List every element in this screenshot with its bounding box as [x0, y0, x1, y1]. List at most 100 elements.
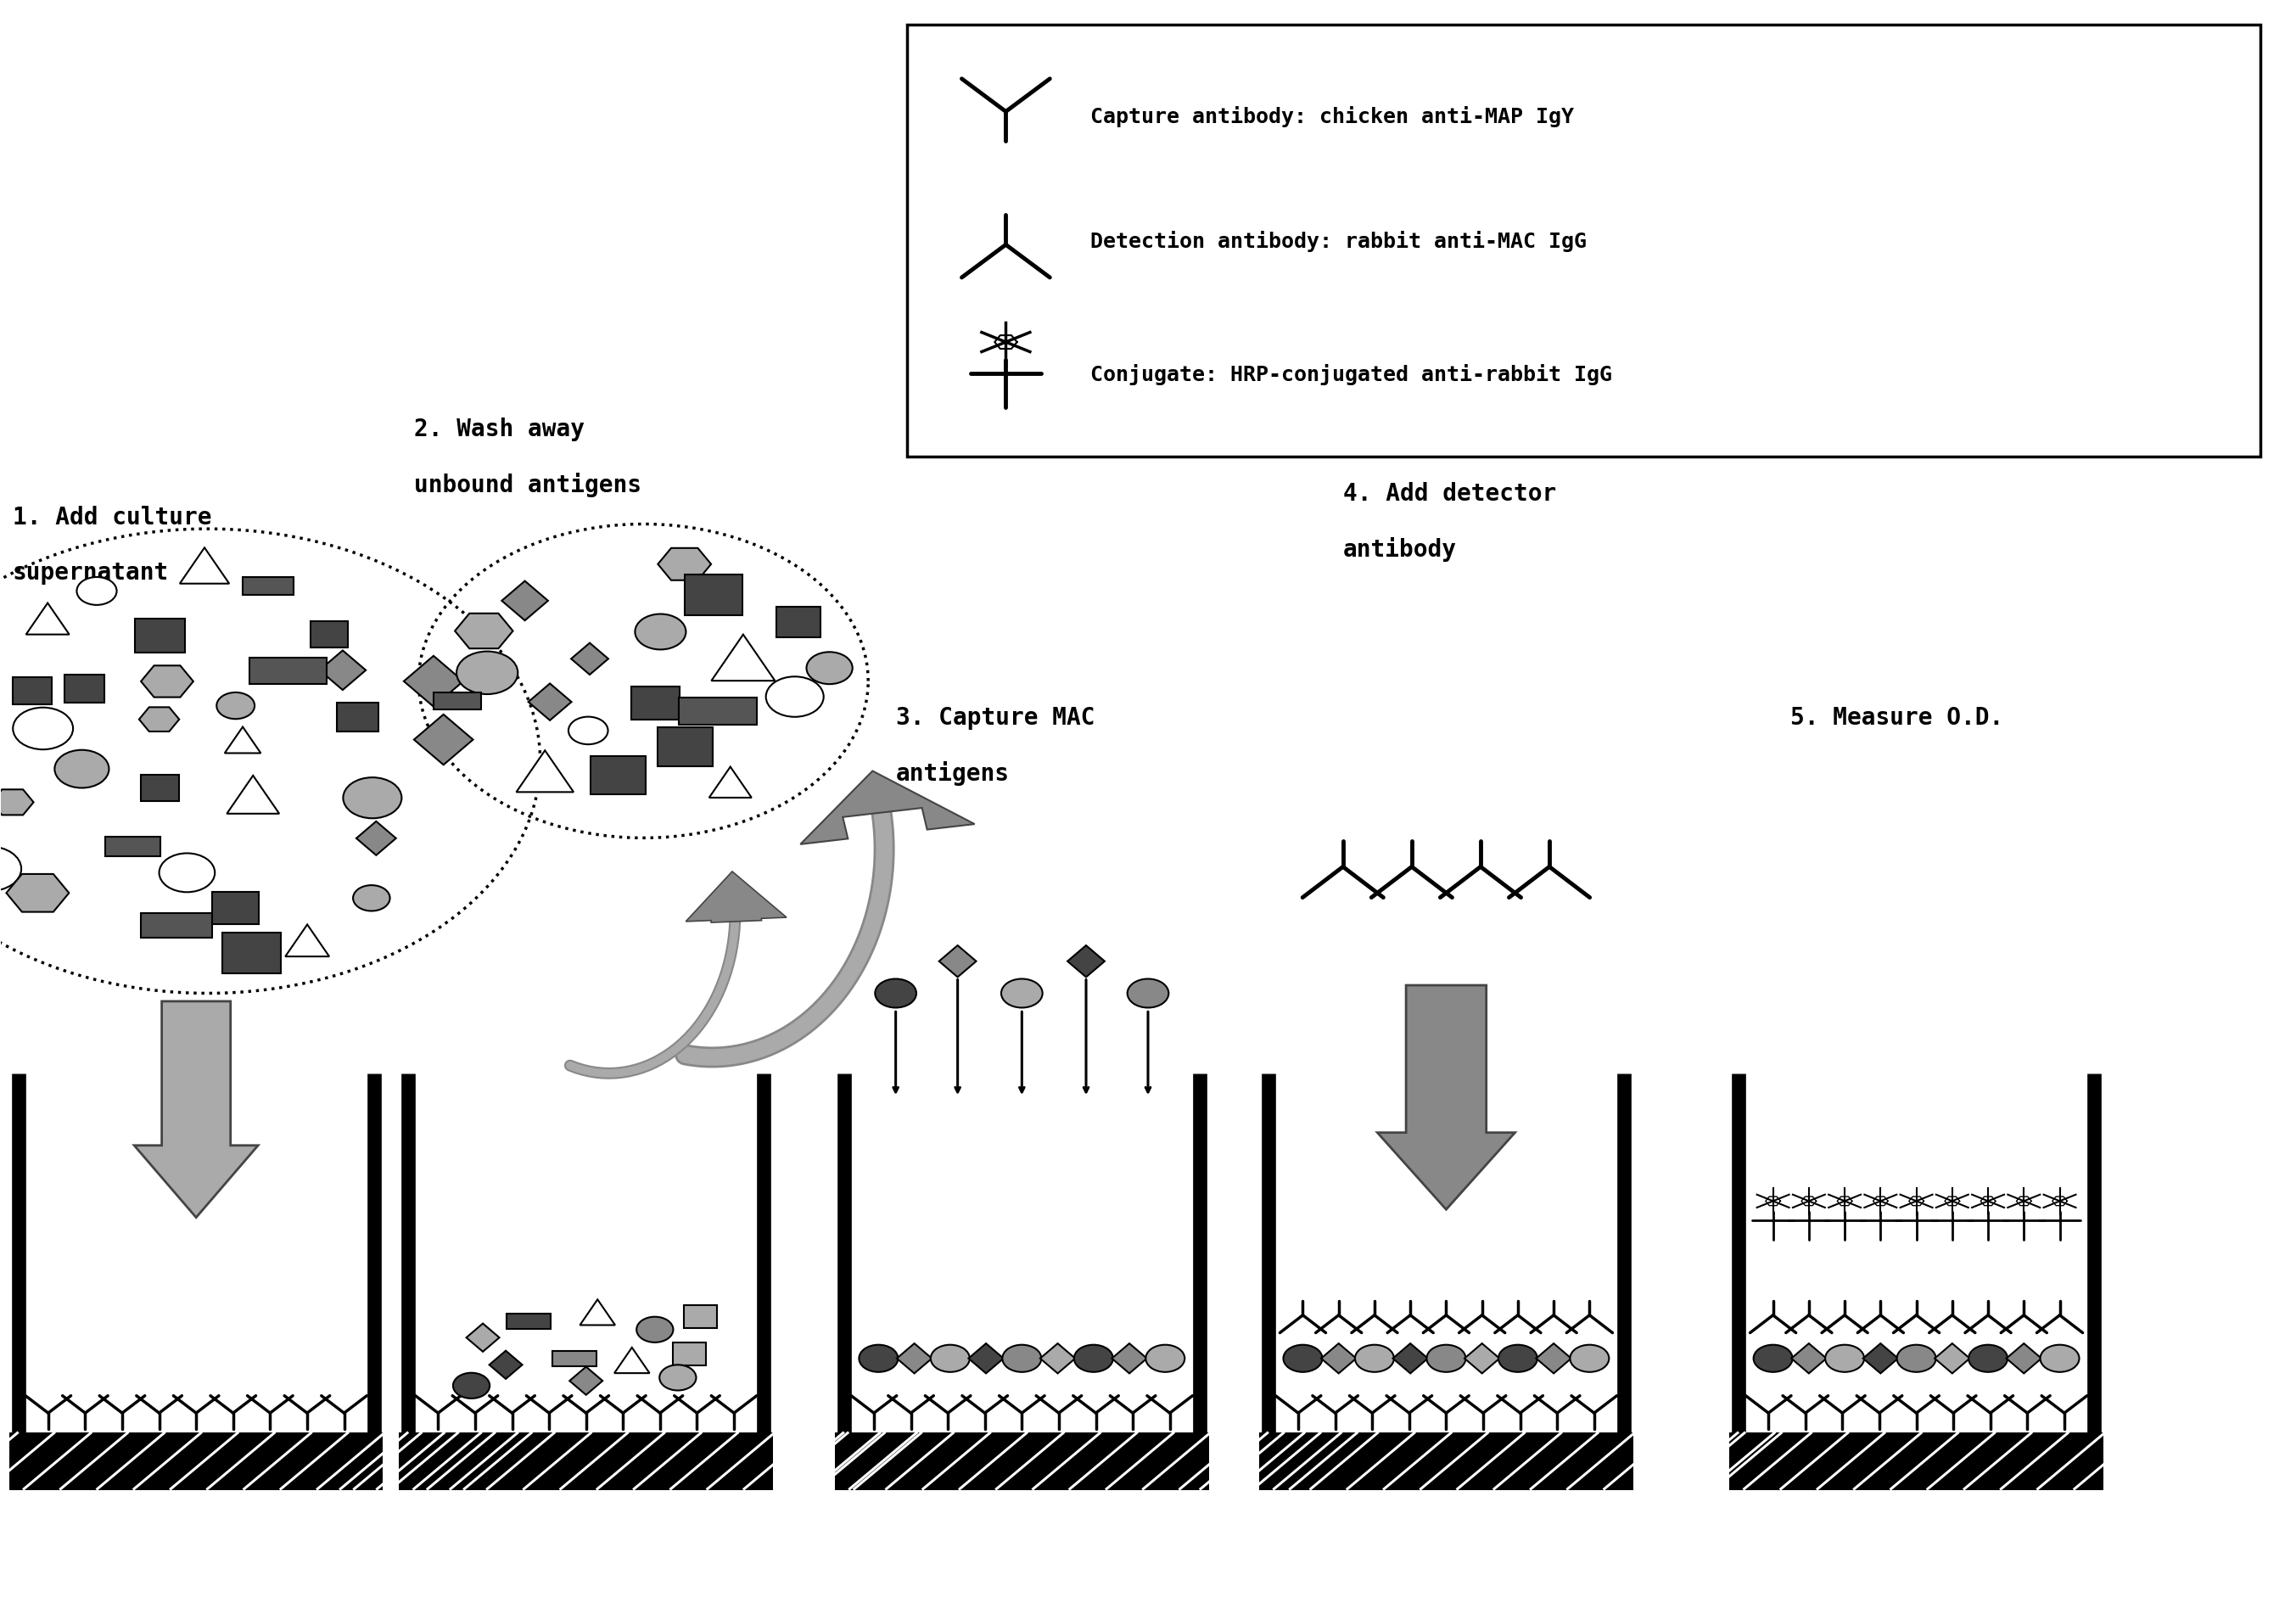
Polygon shape [569, 1367, 602, 1395]
Polygon shape [581, 1300, 615, 1326]
Polygon shape [404, 656, 464, 707]
Bar [223, 933, 280, 973]
Bar [106, 837, 161, 856]
Polygon shape [356, 822, 395, 856]
Polygon shape [528, 684, 572, 721]
Polygon shape [1936, 1343, 1970, 1374]
Polygon shape [615, 1348, 650, 1374]
Bar [243, 577, 294, 595]
Polygon shape [1040, 1343, 1075, 1374]
Polygon shape [712, 635, 776, 681]
Circle shape [1754, 1345, 1793, 1372]
Circle shape [354, 885, 390, 912]
Polygon shape [939, 946, 976, 978]
Bar [140, 914, 211, 938]
Polygon shape [140, 665, 193, 697]
Circle shape [55, 750, 108, 789]
Polygon shape [517, 750, 574, 792]
Circle shape [636, 1318, 673, 1343]
Bar [507, 1314, 551, 1329]
Bar [553, 1351, 597, 1366]
Polygon shape [225, 728, 262, 753]
Circle shape [1003, 1345, 1042, 1372]
Circle shape [569, 717, 608, 745]
Circle shape [1426, 1345, 1465, 1372]
Polygon shape [1465, 1343, 1499, 1374]
Circle shape [158, 854, 216, 893]
Bar [135, 619, 184, 654]
FancyArrow shape [687, 872, 788, 923]
FancyArrow shape [801, 771, 974, 845]
Circle shape [0, 846, 21, 891]
Text: Detection antibody: rabbit anti-MAC IgG: Detection antibody: rabbit anti-MAC IgG [1091, 231, 1587, 252]
Polygon shape [1068, 946, 1104, 978]
FancyBboxPatch shape [907, 26, 2262, 457]
Circle shape [1896, 1345, 1936, 1372]
Polygon shape [709, 768, 751, 798]
Polygon shape [25, 603, 69, 635]
Polygon shape [572, 643, 608, 675]
Circle shape [767, 676, 824, 717]
Polygon shape [898, 1343, 932, 1374]
Polygon shape [1862, 1343, 1899, 1374]
Circle shape [1570, 1345, 1609, 1372]
Polygon shape [1320, 1343, 1357, 1374]
Circle shape [1968, 1345, 2007, 1372]
Polygon shape [140, 707, 179, 733]
Polygon shape [1111, 1343, 1148, 1374]
FancyArrow shape [133, 1002, 257, 1218]
Bar [1258, 1431, 1632, 1489]
Text: 4. Add detector
 
antibody: 4. Add detector antibody [1343, 481, 1557, 561]
Circle shape [806, 652, 852, 684]
Polygon shape [455, 614, 512, 649]
Text: 2. Wash away
 
unbound antigens: 2. Wash away unbound antigens [413, 417, 641, 497]
Bar [776, 608, 820, 638]
Bar [64, 675, 103, 704]
Bar [211, 891, 259, 925]
Polygon shape [227, 776, 280, 814]
Circle shape [76, 577, 117, 606]
Circle shape [1001, 979, 1042, 1008]
Bar [142, 774, 179, 802]
Circle shape [216, 692, 255, 720]
Circle shape [859, 1345, 898, 1372]
Polygon shape [0, 790, 34, 816]
Circle shape [14, 709, 73, 750]
Circle shape [1499, 1345, 1538, 1372]
Bar [400, 1431, 774, 1489]
Bar [673, 1342, 705, 1366]
Polygon shape [285, 925, 328, 957]
Polygon shape [489, 1351, 521, 1379]
Circle shape [457, 652, 519, 694]
Circle shape [2041, 1345, 2080, 1372]
Circle shape [875, 979, 916, 1008]
Circle shape [1355, 1345, 1394, 1372]
Text: Conjugate: HRP-conjugated anti-rabbit IgG: Conjugate: HRP-conjugated anti-rabbit Ig… [1091, 364, 1612, 385]
Circle shape [342, 777, 402, 819]
Polygon shape [1791, 1343, 1825, 1374]
Bar [631, 686, 680, 720]
Text: Capture antibody: chicken anti-MAP IgY: Capture antibody: chicken anti-MAP IgY [1091, 106, 1575, 127]
Bar [9, 1431, 383, 1489]
Bar [338, 704, 379, 733]
Polygon shape [1536, 1343, 1570, 1374]
Text: 1. Add culture
 
supernatant: 1. Add culture supernatant [14, 505, 211, 583]
Circle shape [452, 1372, 489, 1398]
Polygon shape [969, 1343, 1003, 1374]
FancyArrow shape [1378, 986, 1515, 1210]
Bar [684, 575, 742, 616]
Bar [14, 678, 53, 705]
Bar [590, 757, 645, 795]
Bar [250, 657, 326, 684]
Text: 5. Measure O.D.: 5. Measure O.D. [1791, 705, 2004, 729]
Polygon shape [659, 548, 712, 580]
Circle shape [636, 614, 687, 651]
Polygon shape [7, 874, 69, 912]
Bar [836, 1431, 1208, 1489]
Circle shape [1127, 979, 1169, 1008]
Polygon shape [466, 1324, 498, 1351]
Bar [657, 728, 712, 766]
Bar [684, 1305, 716, 1329]
Bar [434, 692, 480, 710]
Circle shape [1075, 1345, 1114, 1372]
